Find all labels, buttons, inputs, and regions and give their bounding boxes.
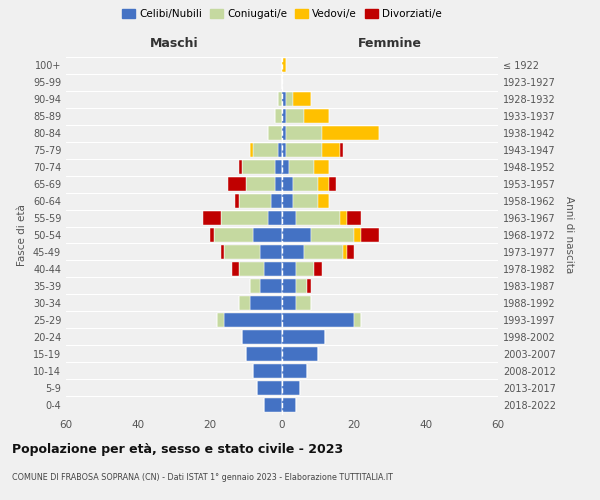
- Bar: [293, 92, 311, 106]
- Bar: [282, 177, 293, 191]
- Bar: [282, 296, 296, 310]
- Bar: [347, 245, 354, 259]
- Text: Femmine: Femmine: [358, 37, 422, 50]
- Bar: [293, 177, 318, 191]
- Bar: [307, 279, 311, 293]
- Bar: [221, 211, 268, 225]
- Text: Popolazione per età, sesso e stato civile - 2023: Popolazione per età, sesso e stato civil…: [12, 442, 343, 456]
- Bar: [354, 313, 361, 327]
- Bar: [214, 228, 253, 242]
- Bar: [329, 177, 336, 191]
- Bar: [250, 143, 253, 157]
- Bar: [239, 296, 250, 310]
- Bar: [340, 211, 347, 225]
- Bar: [242, 160, 275, 174]
- Bar: [268, 126, 282, 140]
- Text: COMUNE DI FRABOSA SOPRANA (CN) - Dati ISTAT 1° gennaio 2023 - Elaborazione TUTTI: COMUNE DI FRABOSA SOPRANA (CN) - Dati IS…: [12, 472, 393, 482]
- Bar: [278, 92, 282, 106]
- Bar: [347, 211, 361, 225]
- Bar: [239, 262, 264, 276]
- Bar: [282, 381, 300, 395]
- Bar: [253, 364, 282, 378]
- Bar: [239, 194, 271, 208]
- Bar: [296, 296, 311, 310]
- Bar: [235, 194, 239, 208]
- Bar: [361, 228, 379, 242]
- Bar: [224, 313, 282, 327]
- Bar: [318, 177, 329, 191]
- Bar: [221, 245, 224, 259]
- Bar: [296, 279, 307, 293]
- Bar: [253, 143, 278, 157]
- Bar: [322, 143, 340, 157]
- Bar: [253, 228, 282, 242]
- Legend: Celibi/Nubili, Coniugati/e, Vedovi/e, Divorziati/e: Celibi/Nubili, Coniugati/e, Vedovi/e, Di…: [118, 5, 446, 24]
- Bar: [242, 330, 282, 344]
- Bar: [289, 160, 314, 174]
- Bar: [304, 109, 329, 123]
- Bar: [260, 279, 282, 293]
- Bar: [282, 313, 354, 327]
- Y-axis label: Anni di nascita: Anni di nascita: [564, 196, 574, 274]
- Bar: [264, 398, 282, 412]
- Bar: [278, 143, 282, 157]
- Bar: [268, 211, 282, 225]
- Bar: [282, 228, 311, 242]
- Bar: [246, 177, 275, 191]
- Bar: [282, 364, 307, 378]
- Bar: [282, 398, 296, 412]
- Bar: [282, 262, 296, 276]
- Bar: [282, 58, 286, 72]
- Bar: [257, 381, 282, 395]
- Text: Maschi: Maschi: [149, 37, 199, 50]
- Bar: [224, 245, 260, 259]
- Bar: [296, 211, 340, 225]
- Bar: [282, 279, 296, 293]
- Bar: [282, 143, 286, 157]
- Bar: [282, 211, 296, 225]
- Bar: [286, 126, 322, 140]
- Bar: [217, 313, 224, 327]
- Bar: [246, 347, 282, 361]
- Bar: [304, 245, 343, 259]
- Bar: [282, 194, 293, 208]
- Bar: [286, 143, 322, 157]
- Bar: [340, 143, 343, 157]
- Bar: [203, 211, 221, 225]
- Bar: [282, 126, 286, 140]
- Bar: [228, 177, 246, 191]
- Bar: [293, 194, 318, 208]
- Bar: [282, 330, 325, 344]
- Bar: [282, 347, 318, 361]
- Bar: [210, 228, 214, 242]
- Bar: [250, 279, 260, 293]
- Bar: [286, 109, 304, 123]
- Bar: [275, 160, 282, 174]
- Y-axis label: Fasce di età: Fasce di età: [17, 204, 27, 266]
- Bar: [232, 262, 239, 276]
- Bar: [282, 109, 286, 123]
- Bar: [286, 92, 293, 106]
- Bar: [260, 245, 282, 259]
- Bar: [275, 177, 282, 191]
- Bar: [318, 194, 329, 208]
- Bar: [282, 92, 286, 106]
- Bar: [314, 160, 329, 174]
- Bar: [343, 245, 347, 259]
- Bar: [311, 228, 354, 242]
- Bar: [275, 109, 282, 123]
- Bar: [239, 160, 242, 174]
- Bar: [322, 126, 379, 140]
- Bar: [264, 262, 282, 276]
- Bar: [314, 262, 322, 276]
- Bar: [271, 194, 282, 208]
- Bar: [354, 228, 361, 242]
- Bar: [282, 245, 304, 259]
- Bar: [296, 262, 314, 276]
- Bar: [282, 160, 289, 174]
- Bar: [250, 296, 282, 310]
